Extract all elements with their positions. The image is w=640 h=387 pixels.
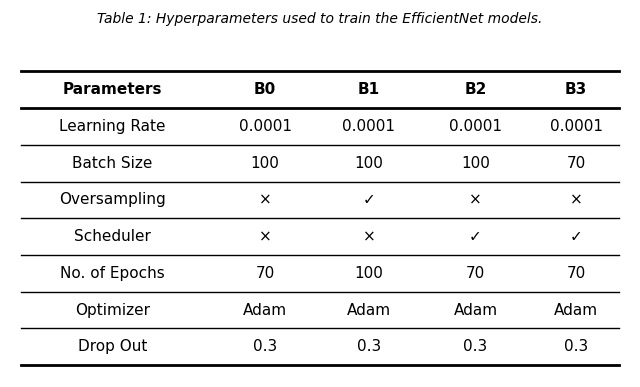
Text: B3: B3 [565, 82, 588, 97]
Text: ✓: ✓ [362, 192, 375, 207]
Text: Adam: Adam [554, 303, 598, 318]
Text: 100: 100 [461, 156, 490, 171]
Text: Batch Size: Batch Size [72, 156, 153, 171]
Text: 70: 70 [566, 156, 586, 171]
Text: Drop Out: Drop Out [78, 339, 147, 354]
Text: Table 1: Hyperparameters used to train the EfficientNet models.: Table 1: Hyperparameters used to train t… [97, 12, 543, 26]
Text: 70: 70 [255, 266, 275, 281]
Text: 0.3: 0.3 [463, 339, 488, 354]
Text: ×: × [469, 192, 482, 207]
Text: ✓: ✓ [570, 229, 582, 244]
Text: ×: × [259, 192, 271, 207]
Text: Learning Rate: Learning Rate [60, 119, 166, 134]
Text: 0.0001: 0.0001 [449, 119, 502, 134]
Text: No. of Epochs: No. of Epochs [60, 266, 165, 281]
Text: Oversampling: Oversampling [60, 192, 166, 207]
Text: 0.3: 0.3 [356, 339, 381, 354]
Text: ×: × [362, 229, 375, 244]
Text: 0.0001: 0.0001 [550, 119, 603, 134]
Text: 0.0001: 0.0001 [239, 119, 292, 134]
Text: B2: B2 [465, 82, 487, 97]
Text: Adam: Adam [243, 303, 287, 318]
Text: B0: B0 [254, 82, 276, 97]
Text: 100: 100 [251, 156, 280, 171]
Text: Optimizer: Optimizer [75, 303, 150, 318]
Text: ×: × [259, 229, 271, 244]
Text: Adam: Adam [454, 303, 498, 318]
Text: 70: 70 [566, 266, 586, 281]
Text: 70: 70 [466, 266, 485, 281]
Text: Scheduler: Scheduler [74, 229, 151, 244]
Text: ✓: ✓ [469, 229, 482, 244]
Text: B1: B1 [358, 82, 380, 97]
Text: 100: 100 [355, 266, 383, 281]
Text: 0.3: 0.3 [253, 339, 277, 354]
Text: ×: × [570, 192, 582, 207]
Text: 100: 100 [355, 156, 383, 171]
Text: 0.3: 0.3 [564, 339, 588, 354]
Text: 0.0001: 0.0001 [342, 119, 396, 134]
Text: Adam: Adam [347, 303, 391, 318]
Text: Parameters: Parameters [63, 82, 163, 97]
